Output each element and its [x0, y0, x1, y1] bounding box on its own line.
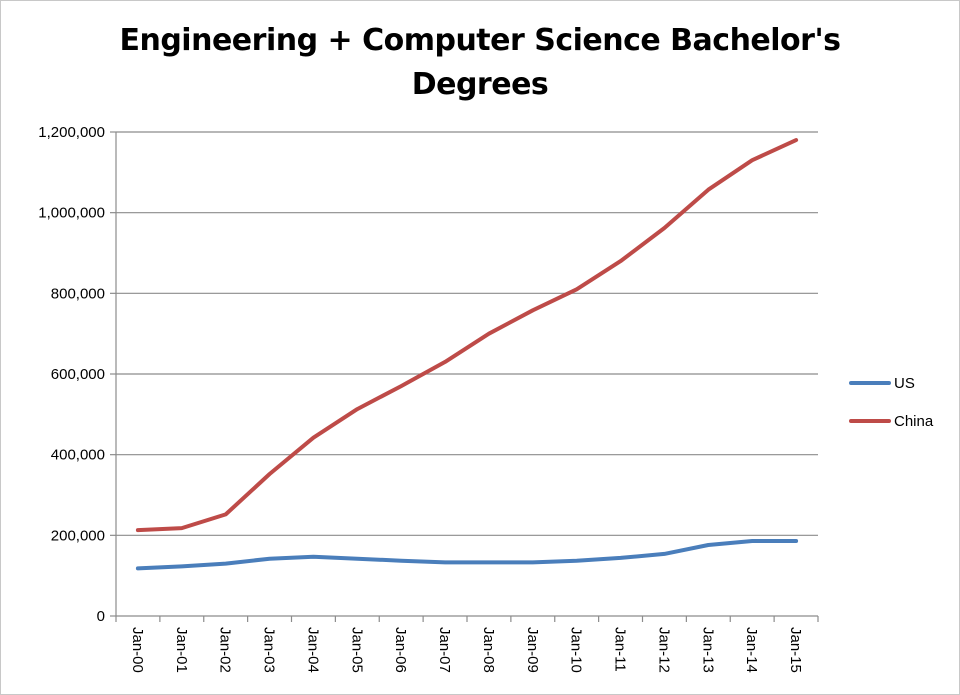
chart-title-line-2: Degrees: [411, 67, 549, 102]
x-tick-label-10: Jan-10: [568, 627, 585, 673]
y-tick-label-3: 600,000: [51, 366, 105, 383]
x-tick-label-14: Jan-14: [743, 627, 760, 673]
x-tick-label-0: Jan-00: [129, 627, 146, 673]
x-tick-label-2: Jan-02: [217, 627, 234, 673]
x-tick-label-7: Jan-07: [436, 627, 453, 673]
legend-label-china: China: [894, 413, 934, 430]
x-tick-label-13: Jan-13: [699, 627, 716, 673]
gridlines: [116, 131, 818, 536]
axes: [110, 131, 819, 622]
x-axis-tick-labels: Jan-00 Jan-01 Jan-02 Jan-03 Jan-04 Jan-05 Jan-…: [129, 627, 804, 673]
legend-label-us: US: [894, 375, 915, 392]
x-tick-label-1: Jan-01: [173, 627, 190, 673]
x-tick-label-9: Jan-09: [524, 627, 541, 673]
x-tick-label-4: Jan-04: [304, 627, 321, 673]
y-tick-label-4: 800,000: [51, 285, 105, 302]
y-tick-label-0: 0: [97, 608, 105, 625]
x-tick-label-11: Jan-11: [612, 627, 629, 672]
y-axis-tick-labels: 0 200,000 400,000 600,000 800,000 1,000,000 1,…: [38, 124, 105, 625]
y-tick-label-1: 200,000: [51, 527, 105, 544]
x-tick-label-8: Jan-08: [480, 627, 497, 673]
x-tick-label-6: Jan-06: [392, 627, 409, 673]
series-line-china: [135, 138, 799, 533]
x-tick-label-12: Jan-12: [655, 627, 672, 673]
legend: US China: [849, 375, 934, 430]
x-tick-label-3: Jan-03: [261, 627, 278, 673]
x-tick-label-15: Jan-15: [787, 627, 804, 673]
y-tick-label-6: 1,200,000: [38, 124, 105, 141]
y-tick-label-5: 1,000,000: [38, 205, 105, 222]
y-tick-label-2: 400,000: [51, 447, 105, 464]
chart-title-line-1: Engineering + Computer Science Bachelor'…: [119, 23, 841, 58]
chart-title: Engineering + Computer Science Bachelor'…: [1, 19, 959, 107]
series-lines: [135, 138, 799, 571]
series-line-us: [135, 539, 799, 571]
x-tick-label-5: Jan-05: [348, 627, 365, 673]
